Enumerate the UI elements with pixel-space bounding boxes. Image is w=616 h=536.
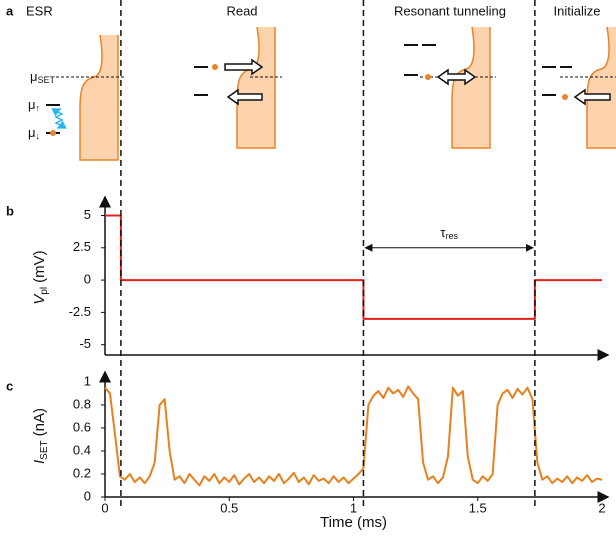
- y-tick-label: 0: [84, 488, 91, 503]
- initialize-schematic: [542, 26, 616, 149]
- y-tick-label: 0.8: [73, 396, 91, 411]
- y-tick-label: 0: [84, 272, 91, 287]
- read-schematic: [194, 26, 282, 149]
- data-line: [104, 385, 603, 487]
- symbol: I: [31, 460, 48, 464]
- x-axis-label: Time (ms): [320, 514, 387, 531]
- panel-label: b: [6, 203, 14, 218]
- x-tick-label: 0: [101, 500, 108, 515]
- subscript: res: [445, 231, 458, 241]
- data-line: [105, 214, 602, 320]
- y-axis-label: ISET (nA): [31, 408, 50, 464]
- tau-label: τres: [440, 225, 458, 241]
- unit: (nA): [31, 408, 48, 436]
- subscript: ↑: [36, 103, 41, 113]
- symbol: V: [31, 293, 48, 305]
- y-tick-label: -5: [79, 336, 91, 351]
- stage-label: Read: [226, 3, 257, 18]
- y-tick-label: 0.4: [73, 442, 91, 457]
- symbol: μ: [28, 125, 36, 140]
- symbol: μ: [28, 97, 36, 112]
- y-tick-label: 1: [84, 373, 91, 388]
- stage-label: Resonant tunneling: [394, 3, 506, 18]
- symbol: μ: [30, 69, 38, 84]
- y-tick-label: 0.2: [73, 465, 91, 480]
- x-tick-label: 2: [598, 500, 605, 515]
- esr-schematic: [46, 34, 124, 161]
- x-tick-label: 1.5: [469, 500, 487, 515]
- stage-label: ESR: [26, 3, 53, 18]
- symbol: τ: [440, 225, 446, 240]
- mu-set-label: μSET: [30, 69, 56, 85]
- subscript: SET: [38, 75, 56, 85]
- panel-label: a: [6, 3, 14, 18]
- x-tick-label: 0.5: [220, 500, 238, 515]
- y-tick-label: 0.6: [73, 419, 91, 434]
- subscript: pl: [39, 287, 50, 295]
- y-tick-label: 5: [84, 207, 91, 222]
- y-tick-label: -2.5: [69, 304, 91, 319]
- subscript: ↓: [36, 131, 41, 141]
- subscript: SET: [39, 440, 50, 459]
- stage-label: Initialize: [554, 3, 601, 18]
- resonant-schematic: [404, 26, 496, 149]
- mu-up-label: μ↑: [28, 97, 40, 113]
- mu-down-label: μ↓: [28, 125, 40, 141]
- y-tick-label: 2.5: [73, 239, 91, 254]
- panel-label: c: [6, 378, 13, 393]
- unit: (mV): [31, 250, 48, 283]
- x-tick-label: 1: [350, 500, 357, 515]
- y-axis-label: Vpl (mV): [31, 250, 50, 304]
